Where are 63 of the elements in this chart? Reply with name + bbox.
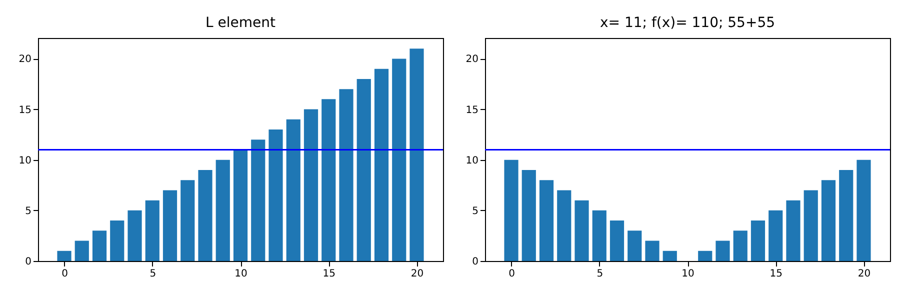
bar [698,250,712,261]
bar [251,140,266,261]
bar [180,180,195,261]
bar [356,78,371,261]
bar [286,119,300,261]
y-tick-label: 0 [25,256,32,268]
bar [128,210,142,261]
x-tick-label: 10 [682,268,694,280]
bar [304,109,318,261]
bar [610,220,624,261]
bar [110,220,124,261]
bar [57,250,72,261]
y-tick-label: 10 [466,155,478,166]
x-tick-label: 20 [858,268,871,280]
bar [374,68,389,261]
bar [504,160,518,261]
x-tick-label: 15 [322,268,336,280]
bar [574,200,589,261]
bar [733,230,748,261]
x-tick-label: 0 [62,268,68,280]
bar [339,89,354,261]
x-tick-label: 0 [508,268,515,280]
bar [268,130,283,261]
bar [92,230,107,261]
y-tick-label: 15 [466,104,478,116]
bar [410,48,424,261]
bar [198,170,212,261]
bar [839,170,854,261]
y-tick-label: 15 [18,104,32,116]
x-tick-label: 5 [596,268,604,280]
bar [804,190,818,261]
bar [645,240,660,261]
x-tick-label: 15 [770,268,782,280]
x-tick-label: 20 [410,268,424,280]
x-tick-label: 5 [150,268,156,280]
bar [74,240,89,261]
bar [716,240,730,261]
y-tick-label: 20 [18,54,32,66]
bar [557,190,572,261]
bar [856,160,871,261]
bar [233,150,248,261]
bar [145,200,160,261]
bar [821,180,836,261]
bar [162,190,178,261]
y-tick-label: 5 [472,206,478,217]
bar [539,180,554,261]
bar [522,170,536,261]
chart-title: L element [206,15,276,31]
y-tick-label: 10 [18,155,32,166]
x-tick-label: 10 [234,268,248,280]
chart-title: x= 11; f(x)= 110; 55+55 [600,15,776,31]
y-tick-label: 5 [25,206,32,217]
bar [628,230,642,261]
y-tick-label: 0 [472,256,478,268]
bar [662,250,677,261]
bar [322,99,336,261]
bar [216,160,230,261]
bar [392,58,406,261]
bar [768,210,783,261]
bar [592,210,606,261]
y-tick-label: 20 [466,54,478,66]
bar [750,220,766,261]
bar [786,200,800,261]
